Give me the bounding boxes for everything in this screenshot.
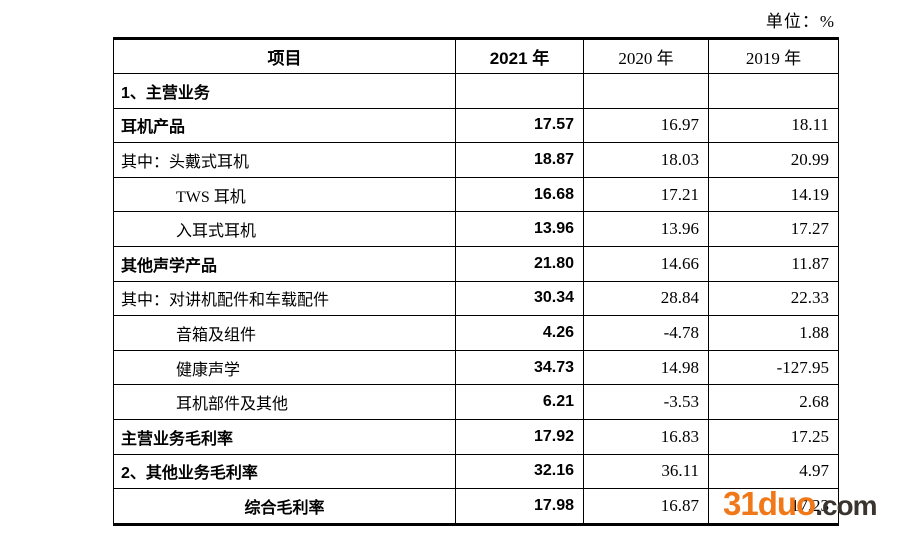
table-row: 主营业务毛利率 17.92 16.83 17.25: [113, 418, 839, 455]
row-label: 健康声学: [113, 349, 456, 386]
cell-value: 17.21: [583, 176, 709, 213]
table-row: 入耳式耳机 13.96 13.96 17.27: [113, 211, 839, 247]
cell-value: 18.87: [455, 142, 584, 178]
cell-value: 17.98: [455, 488, 584, 526]
row-label: 其中：头戴式耳机: [113, 142, 456, 178]
table-body: 1、主营业务 耳机产品 17.57 16.97 18.11 其中：头戴式耳机 18.87 18…: [113, 73, 839, 526]
cell-value: 1.88: [708, 315, 839, 351]
header-row: 项目 2021 年 2020 年 2019 年: [113, 37, 839, 74]
table-row: 健康声学 34.73 14.98 -127.95: [113, 349, 839, 386]
cell-value: 14.66: [583, 245, 709, 282]
table-row: 其中：头戴式耳机 18.87 18.03 20.99: [113, 142, 839, 178]
row-label: 入耳式耳机: [113, 211, 456, 247]
cell-value: 32.16: [455, 453, 584, 490]
table-row: 耳机部件及其他 6.21 -3.53 2.68: [113, 384, 839, 420]
cell-value: 16.68: [455, 176, 584, 213]
cell-value: 13.96: [455, 211, 584, 247]
cell-value: 17.25: [708, 418, 839, 455]
table-row: 综合毛利率 17.98 16.87 17.23: [113, 488, 839, 526]
row-label: 2、其他业务毛利率: [113, 453, 456, 490]
cell-value: 4.26: [455, 315, 584, 351]
cell-value: 17.92: [455, 418, 584, 455]
cell-value: [455, 73, 584, 109]
cell-value: 6.21: [455, 384, 584, 420]
unit-label: 单位：%: [765, 12, 835, 31]
cell-value: 2.68: [708, 384, 839, 420]
table-row: 耳机产品 17.57 16.97 18.11: [113, 107, 839, 144]
watermark-primary-text: 31duo: [723, 485, 816, 522]
cell-value: -4.78: [583, 315, 709, 351]
table-row: 音箱及组件 4.26 -4.78 1.88: [113, 315, 839, 351]
row-label: 音箱及组件: [113, 315, 456, 351]
row-label: TWS 耳机: [113, 176, 456, 213]
cell-value: 36.11: [583, 453, 709, 490]
header-year-2020: 2020 年: [583, 37, 709, 74]
row-label: 耳机部件及其他: [113, 384, 456, 420]
cell-value: [708, 73, 839, 109]
cell-value: 30.34: [455, 280, 584, 317]
table-header: 项目 2021 年 2020 年 2019 年: [113, 37, 839, 74]
row-label: 综合毛利率: [113, 488, 456, 526]
table-row: 其他声学产品 21.80 14.66 11.87: [113, 245, 839, 282]
header-year-2019: 2019 年: [708, 37, 839, 74]
cell-value: 17.27: [708, 211, 839, 247]
table-row: 2、其他业务毛利率 32.16 36.11 4.97: [113, 453, 839, 490]
cell-value: -127.95: [708, 349, 839, 386]
cell-value: 16.87: [583, 488, 709, 526]
cell-value: 16.83: [583, 418, 709, 455]
cell-value: -3.53: [583, 384, 709, 420]
cell-value: 34.73: [455, 349, 584, 386]
row-label: 耳机产品: [113, 107, 456, 144]
cell-value: 21.80: [455, 245, 584, 282]
cell-value: 22.33: [708, 280, 839, 317]
table-row: 1、主营业务: [113, 73, 839, 109]
watermark: 31duo.com: [723, 485, 878, 529]
cell-value: [583, 73, 709, 109]
cell-value: 18.03: [583, 142, 709, 178]
row-label: 1、主营业务: [113, 73, 456, 109]
cell-value: 14.98: [583, 349, 709, 386]
cell-value: 11.87: [708, 245, 839, 282]
cell-value: 16.97: [583, 107, 709, 144]
row-label: 主营业务毛利率: [113, 418, 456, 455]
gross-margin-table: 项目 2021 年 2020 年 2019 年 1、主营业务 耳机产品 17.57 1…: [113, 37, 839, 526]
cell-value: 20.99: [708, 142, 839, 178]
header-year-2021: 2021 年: [455, 37, 584, 74]
header-item: 项目: [113, 37, 456, 74]
cell-value: 17.57: [455, 107, 584, 144]
cell-value: 17.23: [708, 488, 839, 526]
cell-value: 14.19: [708, 176, 839, 213]
row-label: 其中：对讲机配件和车载配件: [113, 280, 456, 317]
cell-value: 18.11: [708, 107, 839, 144]
table-row: TWS 耳机 16.68 17.21 14.19: [113, 176, 839, 213]
cell-value: 28.84: [583, 280, 709, 317]
table-row: 其中：对讲机配件和车载配件 30.34 28.84 22.33: [113, 280, 839, 317]
cell-value: 4.97: [708, 453, 839, 490]
cell-value: 13.96: [583, 211, 709, 247]
watermark-secondary-text: .com: [815, 490, 877, 521]
row-label: 其他声学产品: [113, 245, 456, 282]
